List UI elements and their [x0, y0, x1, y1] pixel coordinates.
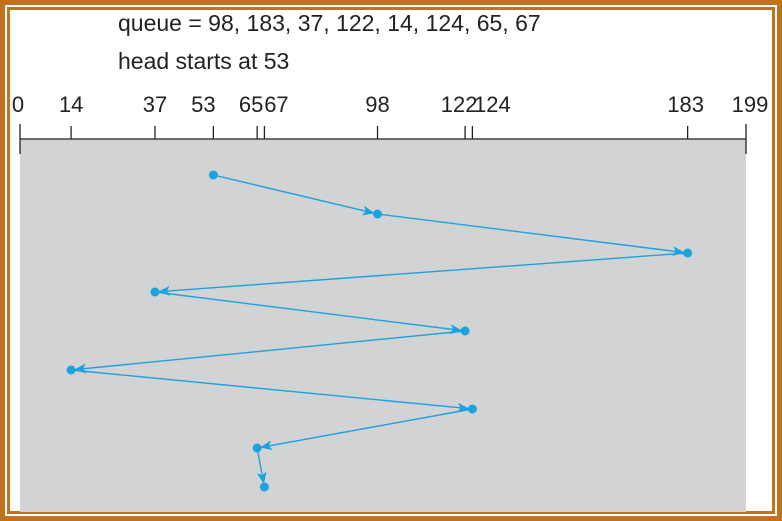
tick-label: 0	[12, 92, 24, 117]
tick-label: 183	[667, 92, 704, 117]
request-point	[252, 443, 262, 453]
queue-label: queue = 98, 183, 37, 122, 14, 124, 65, 6…	[118, 10, 541, 36]
tick-label: 124	[474, 92, 511, 117]
request-point	[467, 404, 477, 414]
tick-label: 98	[365, 92, 389, 117]
tick-label: 37	[143, 92, 167, 117]
tick-label: 65	[239, 92, 263, 117]
seek-segment	[74, 330, 466, 374]
seek-segment	[260, 408, 473, 451]
seek-segment	[377, 213, 685, 257]
request-point	[150, 287, 160, 297]
request-point	[683, 248, 693, 258]
seek-segment	[71, 369, 470, 413]
request-point	[373, 209, 383, 219]
request-point	[208, 170, 218, 180]
seek-segment	[256, 447, 267, 485]
seek-segment	[213, 174, 375, 216]
plot-area	[20, 139, 746, 512]
seek-segment	[157, 252, 688, 296]
seek-segment	[154, 291, 463, 335]
tick-label: 67	[264, 92, 288, 117]
head-start-label: head starts at 53	[118, 48, 290, 74]
inner-frame	[7, 7, 775, 514]
tick-label: 199	[732, 92, 769, 117]
request-point	[460, 326, 470, 336]
request-point	[259, 482, 269, 492]
request-point	[66, 365, 76, 375]
tick-label: 14	[59, 92, 83, 117]
tick-label: 53	[191, 92, 215, 117]
tick-label: 122	[441, 92, 478, 117]
